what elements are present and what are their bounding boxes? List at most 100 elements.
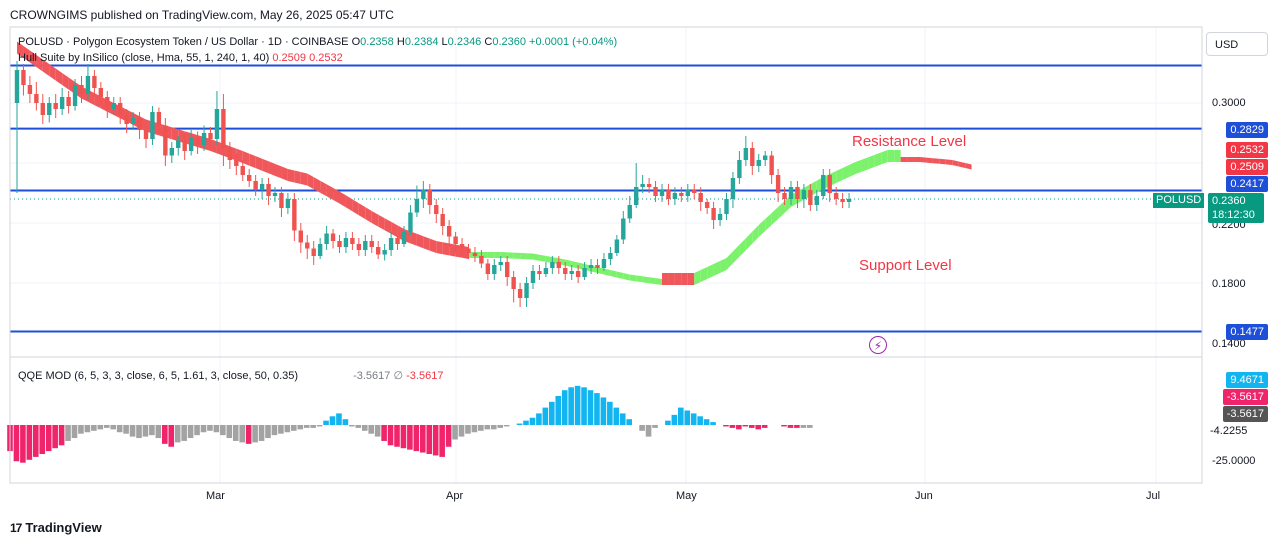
candle-body (111, 103, 116, 109)
candle-body (59, 97, 65, 109)
chart-frame (9, 26, 1203, 484)
support-price-tag: 0.1477 (1226, 324, 1268, 340)
x-label-may: May (676, 490, 697, 502)
hull-segment (410, 231, 417, 246)
x-label-mar: Mar (206, 490, 225, 502)
qqe-bar (503, 425, 510, 427)
qqe-bar (413, 425, 420, 452)
hull-segment (726, 251, 733, 270)
candle-body (537, 271, 542, 274)
hull-segment (313, 177, 321, 193)
osc-tag-b: -3.5617 (1222, 389, 1268, 405)
currency-selector[interactable]: USD (1206, 32, 1268, 56)
qqe-bar (142, 425, 149, 437)
qqe-bar (761, 425, 768, 428)
candle-body (653, 187, 658, 196)
candle-body (272, 193, 278, 196)
hull-segment (694, 270, 701, 285)
hull-segment (352, 199, 359, 216)
flash-icon[interactable]: ⚡ (869, 336, 887, 354)
hull-segment (178, 129, 185, 144)
qqe-bar (110, 425, 116, 430)
candle-body (201, 133, 207, 145)
candle-body (363, 241, 368, 250)
qqe-bar (613, 407, 620, 425)
candle-body (756, 160, 761, 166)
candle-body (421, 190, 426, 199)
qqe-bar (387, 425, 394, 446)
hull-segment (700, 267, 708, 282)
qqe-bar (97, 425, 104, 430)
hull-segment (507, 252, 514, 259)
qqe-bar (471, 425, 478, 433)
qqe-bar (149, 425, 155, 436)
candle-body (846, 199, 852, 202)
qqe-bar (381, 425, 387, 441)
candle-body (724, 199, 729, 214)
candle-body (214, 109, 220, 139)
candle-body (227, 148, 233, 160)
candle-body (34, 94, 39, 103)
qqe-bar (742, 425, 749, 427)
qqe-bar (194, 425, 200, 436)
qqe-bar (174, 425, 181, 443)
qqe-bar (587, 390, 594, 425)
qqe-bar (342, 419, 349, 425)
candle-body (376, 247, 381, 255)
qqe-bar (394, 425, 400, 447)
candle-body (595, 265, 600, 268)
hull-segment (36, 55, 43, 72)
candles (14, 61, 852, 307)
hull-segment (636, 275, 643, 283)
tradingview-brand: 17 TradingView (10, 520, 102, 535)
candle-body (292, 199, 297, 231)
candle-body (14, 70, 20, 103)
qqe-bar (619, 413, 626, 425)
qqe-bar (723, 425, 729, 427)
hull-segment (913, 157, 920, 162)
candle-body (85, 76, 91, 94)
qqe-bar (78, 425, 84, 434)
candle-body (640, 184, 645, 187)
qqe-bar (303, 425, 310, 428)
candle-body (176, 140, 181, 148)
qqe-bar (484, 425, 491, 430)
hull-segment (707, 264, 714, 279)
candle-body (47, 103, 52, 115)
hull-segment (907, 157, 914, 162)
x-label-apr: Apr (446, 490, 464, 502)
hull-segment (894, 150, 901, 162)
candle-body (156, 112, 162, 126)
candle-body (27, 85, 33, 94)
hull-segment (836, 168, 843, 183)
qqe-bar (45, 425, 52, 452)
hull-segment (23, 46, 30, 63)
candle-body (479, 256, 484, 264)
qqe-bar (671, 414, 678, 425)
qqe-bar (136, 425, 142, 439)
hull-segment (752, 225, 759, 244)
qqe-bar (200, 425, 207, 433)
qqe-bar (20, 425, 26, 463)
candle-body (827, 175, 832, 193)
hull-segment (429, 238, 437, 253)
qqe-bar (336, 413, 342, 425)
candle-body (466, 248, 471, 253)
hull-segment (55, 68, 63, 85)
qqe-bar (639, 425, 645, 431)
candle-body (79, 85, 84, 94)
candle-body (434, 205, 439, 214)
hull-segment (861, 157, 869, 172)
candle-body (66, 97, 71, 106)
osc-tick-0: -4.2255 (1210, 425, 1248, 437)
qqe-bar (310, 425, 316, 428)
hull-segment (300, 172, 308, 186)
candle-body (685, 190, 690, 196)
legend-hull: Hull Suite by InSilico (close, Hma, 55, … (18, 52, 343, 64)
candle-body (575, 271, 581, 277)
candle-body (788, 187, 794, 199)
hull-segment (423, 236, 430, 251)
candle-body (763, 155, 768, 160)
hull-segment (603, 268, 611, 276)
